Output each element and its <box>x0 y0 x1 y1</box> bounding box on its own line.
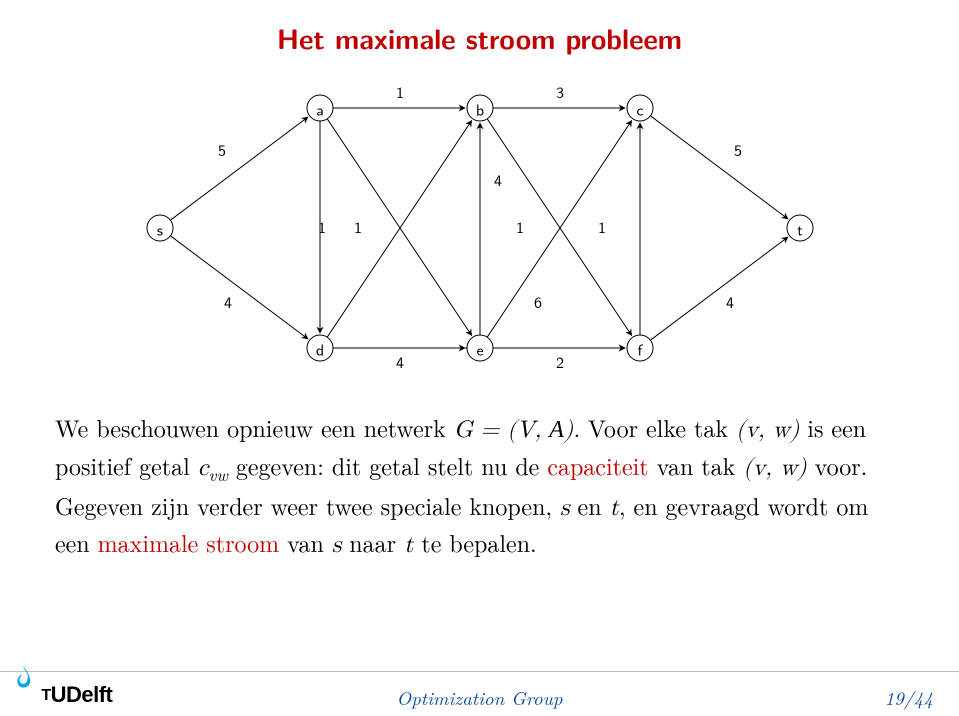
slide-root: Het maximale stroom probleem sabcdeft 54… <box>0 0 959 716</box>
math-g: G = (V, <box>454 418 549 442</box>
edge-label-d-e: 4 <box>396 350 404 373</box>
footer-page-number: 19/44 <box>884 684 933 711</box>
edge-a-e <box>327 119 471 336</box>
node-label-b: b <box>476 98 484 121</box>
edge-d-b <box>327 120 471 337</box>
edge-label-b-f: 1 <box>516 215 524 238</box>
node-label-t: t <box>797 218 803 241</box>
edge-e-c <box>487 120 631 337</box>
edge-label-s-a: 5 <box>218 138 226 161</box>
math-close: ). <box>564 418 580 442</box>
keyword-capaciteit: capaciteit <box>547 448 648 482</box>
text: te bepalen. <box>413 525 536 559</box>
node-label-s: s <box>157 218 163 241</box>
edge-label-e-f: 2 <box>556 350 564 373</box>
network-graph: sabcdeft 54134211411654 <box>130 68 830 388</box>
edge-b-f <box>487 119 631 336</box>
text: naar <box>341 525 404 559</box>
node-label-d: d <box>316 338 324 361</box>
edge-label-a-e: 1 <box>354 215 362 238</box>
edge-label-e-c: 1 <box>598 215 606 238</box>
edge-label-e-b: 4 <box>494 168 502 191</box>
edge-label-b-c: 3 <box>556 80 564 103</box>
math-cal-a: A <box>549 417 564 443</box>
node-label-a: a <box>316 98 324 121</box>
edge-f-t <box>650 237 788 340</box>
math-t: t <box>610 496 619 520</box>
text: Voor elke tak <box>580 410 736 444</box>
node-label-e: e <box>476 338 483 361</box>
edge-label-s-d: 4 <box>224 290 232 313</box>
keyword-maxstroom: maximale stroom <box>98 525 280 559</box>
edge-label-f-t: 4 <box>726 290 734 313</box>
math-t2: t <box>404 533 413 557</box>
body-paragraph: We beschouwen opnieuw een netwerk G = (V… <box>55 410 904 563</box>
edge-label-c-t: 5 <box>734 138 742 161</box>
math-s2: s <box>332 533 341 557</box>
slide-footer: TUDelft Optimization Group 19/44 <box>0 671 959 716</box>
math-sub-vw: vw <box>208 463 227 487</box>
text: gegeven: dit getal stelt nu de <box>228 448 547 482</box>
footer-center-text: Optimization Group <box>0 684 959 711</box>
math-c: c <box>198 456 209 480</box>
node-label-c: c <box>636 98 643 121</box>
math-vw: (v, w) <box>736 418 799 442</box>
text: van tak <box>649 448 744 482</box>
text: We beschouwen opnieuw een netwerk <box>55 410 454 444</box>
edge-c-t <box>650 116 788 219</box>
edge-label-d-f: 6 <box>534 290 542 313</box>
text: en <box>570 488 610 522</box>
edge-label-a-b: 1 <box>396 80 404 103</box>
text: van <box>279 525 332 559</box>
slide-title: Het maximale stroom probleem <box>0 18 959 58</box>
graph-svg: sabcdeft 54134211411654 <box>130 68 830 388</box>
edge-label-d-b: 1 <box>318 215 326 238</box>
edge-s-a <box>170 117 308 220</box>
edge-s-d <box>170 236 308 339</box>
math-vw2: (v, w) <box>743 456 806 480</box>
math-s: s <box>560 496 569 520</box>
